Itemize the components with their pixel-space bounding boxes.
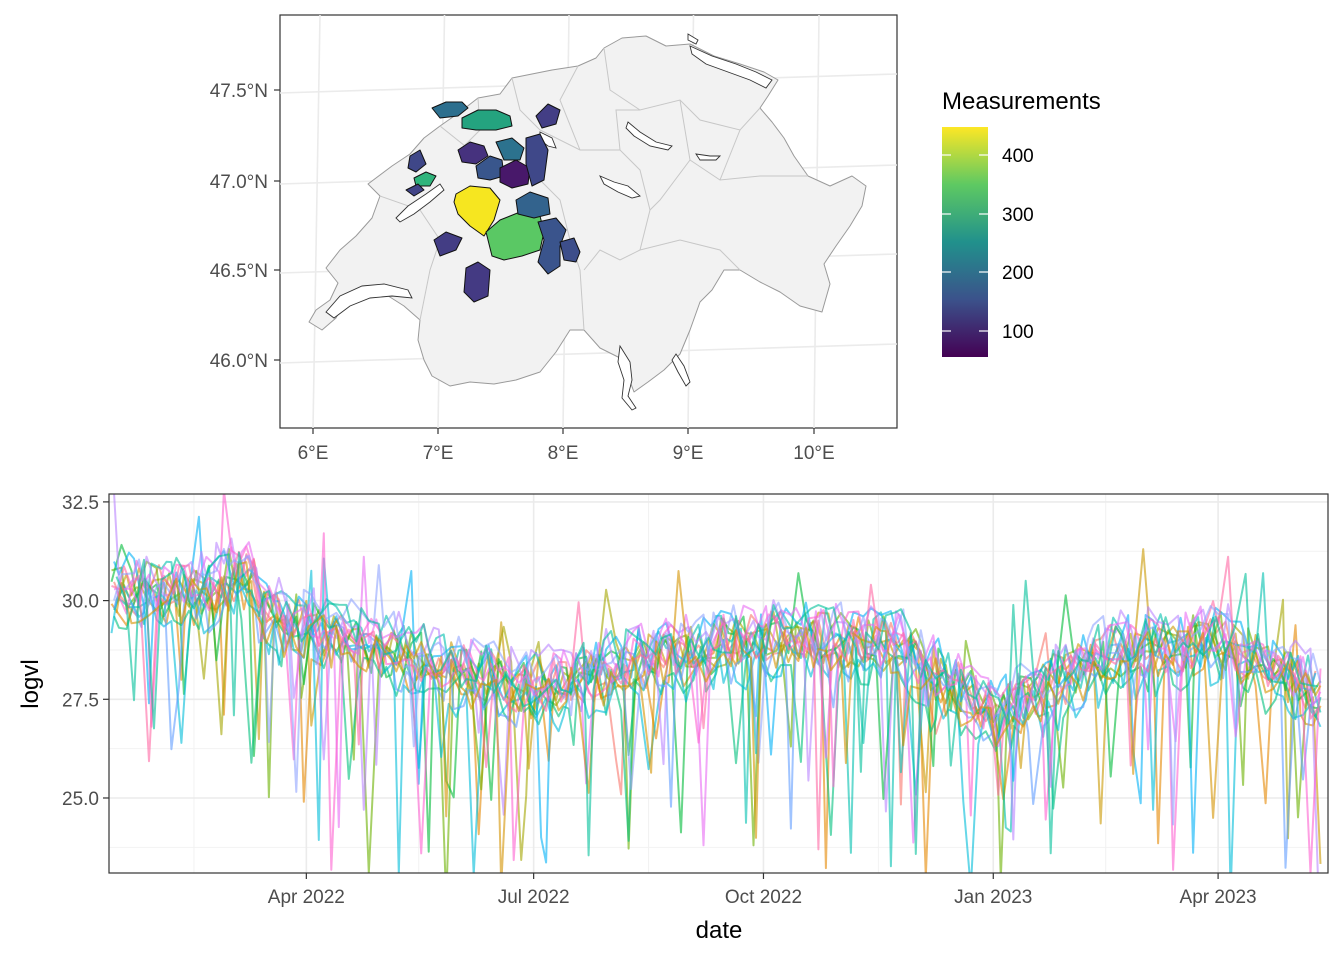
line-y-ticks: 25.0 27.5 30.0 32.5 (62, 493, 109, 810)
legend-tick-label: 200 (1002, 263, 1034, 284)
map-x-ticks: 6°E 7°E 8°E 9°E 10°E (298, 428, 835, 464)
map-x-tick-label: 8°E (548, 443, 579, 464)
district-region (453, 185, 501, 237)
map-body (308, 33, 867, 411)
series-line (115, 561, 1322, 873)
map-x-tick-label: 10°E (793, 443, 834, 464)
line-panel-border (108, 493, 1329, 874)
legend-tick-label: 100 (1002, 322, 1034, 343)
district-region (405, 183, 425, 197)
map-y-tick-label: 46.5°N (210, 261, 268, 282)
district-region (515, 191, 551, 219)
district-region (431, 101, 469, 119)
legend-ticks: 400 300 200 100 (942, 146, 1034, 343)
map-x-tick-label: 6°E (298, 443, 329, 464)
y-axis-title: logvl (17, 659, 44, 708)
canton-border (719, 129, 741, 181)
lake (599, 175, 641, 199)
canton-border (511, 77, 651, 271)
legend: Measurements 400 300 200 100 (942, 88, 1101, 357)
map-panel: 6°E 7°E 8°E 9°E 10°E 47.5°N 47.0°N 46.5°N 46.0°… (210, 14, 898, 464)
line-gridlines (109, 494, 1328, 873)
series-line (115, 551, 1319, 857)
line-x-ticks: Apr 2022 Jul 2022 Oct 2022 Jan 2023 Apr 2023 (268, 873, 1257, 908)
x-tick-label: Jul 2022 (498, 887, 570, 908)
x-tick-label: Apr 2023 (1180, 887, 1257, 908)
map-y-tick-label: 46.0°N (210, 351, 268, 372)
country-outline (308, 35, 867, 393)
y-tick-label: 27.5 (62, 690, 99, 711)
canton-border (559, 65, 581, 151)
series-line (110, 557, 1322, 873)
lake (625, 121, 673, 151)
lake (395, 183, 445, 223)
line-series-group (110, 494, 1322, 873)
lake (325, 283, 413, 319)
canton-border (639, 239, 741, 271)
district-region (495, 137, 525, 161)
district-region (525, 133, 549, 187)
x-tick-label: Apr 2022 (268, 887, 345, 908)
district-region (485, 211, 545, 261)
map-y-ticks: 47.5°N 47.0°N 46.5°N 46.0°N (210, 81, 280, 372)
legend-tick-label: 400 (1002, 146, 1034, 167)
district-region (457, 141, 489, 165)
legend-title: Measurements (942, 88, 1101, 115)
series-line (113, 547, 1322, 826)
lake (695, 153, 722, 161)
y-tick-label: 25.0 (62, 789, 99, 810)
series-line (113, 541, 1322, 847)
district-region (407, 149, 427, 173)
map-parallel (279, 343, 898, 364)
district-region (535, 103, 561, 129)
map-y-tick-label: 47.5°N (210, 81, 268, 102)
district-region (499, 159, 531, 189)
district-region (559, 237, 581, 263)
line-panel: Apr 2022 Jul 2022 Oct 2022 Jan 2023 Apr 2023… (17, 493, 1329, 944)
district-region (537, 217, 567, 275)
canton-border (649, 159, 691, 211)
lake (687, 33, 699, 45)
legend-colorbar (942, 127, 988, 357)
map-x-tick-label: 9°E (673, 443, 704, 464)
y-tick-label: 32.5 (62, 493, 99, 514)
map-y-tick-label: 47.0°N (210, 172, 268, 193)
map-x-tick-label: 7°E (423, 443, 454, 464)
lake (671, 353, 691, 387)
district-region (433, 231, 463, 257)
district-region (463, 261, 491, 303)
lake (689, 45, 773, 89)
x-axis-title: date (696, 917, 743, 944)
x-tick-label: Jan 2023 (954, 887, 1032, 908)
y-tick-label: 30.0 (62, 592, 99, 613)
legend-tick-label: 300 (1002, 205, 1034, 226)
map-meridian (312, 14, 321, 429)
district-region (461, 109, 513, 131)
lake (617, 344, 637, 411)
x-tick-label: Oct 2022 (725, 887, 802, 908)
canton-border (615, 109, 640, 151)
